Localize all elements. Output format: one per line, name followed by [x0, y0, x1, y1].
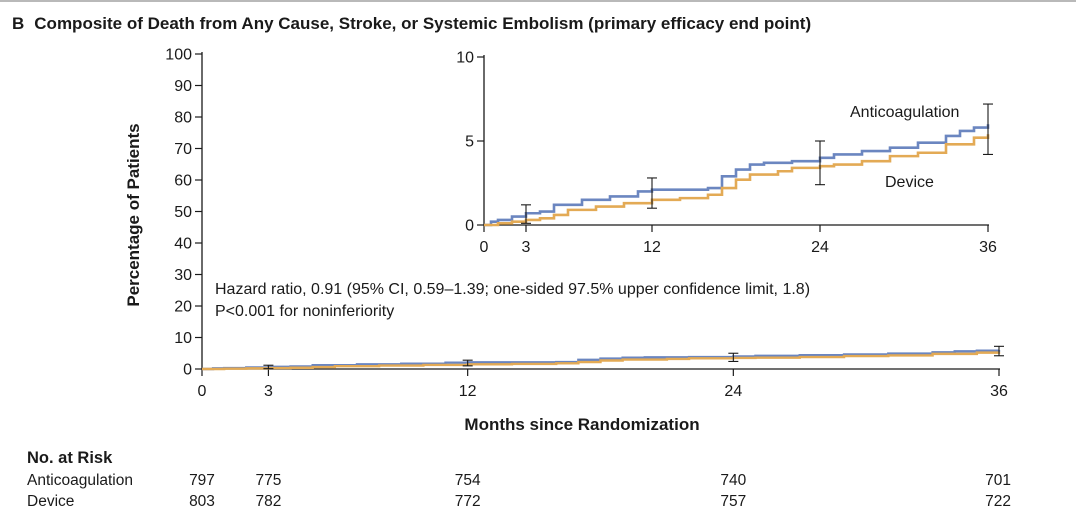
inset-label-anticoagulation: Anticoagulation	[850, 104, 959, 121]
inset-x-tick-label: 24	[811, 239, 829, 256]
main-error-bar	[728, 352, 739, 362]
inset-x-tick-label: 3	[522, 239, 531, 256]
inset-error-bar	[983, 103, 993, 155]
main-plot	[202, 345, 1004, 371]
main-error-bar	[462, 359, 473, 367]
risk-row-label: Device	[27, 493, 75, 510]
inset-x-tick-label: 12	[643, 239, 661, 256]
inset-x-tick-label: 36	[979, 239, 997, 256]
figure-title: B Composite of Death from Any Cause, Stro…	[12, 14, 811, 34]
main-line-anticoagulation	[202, 349, 1001, 371]
main-y-tick-label: 60	[174, 173, 192, 190]
main-y-tick-label: 20	[174, 299, 192, 316]
x-axis-label: Months since Randomization	[464, 415, 699, 434]
main-x-tick-label: 36	[990, 383, 1008, 400]
inset-line-device	[484, 134, 990, 227]
risk-cell: 701	[985, 472, 1011, 489]
main-line-device	[202, 351, 1001, 371]
risk-cell: 754	[454, 472, 481, 489]
main-y-tick-label: 30	[174, 267, 192, 284]
risk-row-label: Anticoagulation	[27, 472, 133, 489]
main-y-tick-label: 90	[174, 78, 192, 95]
risk-cell: 775	[255, 472, 282, 489]
inset-y-tick-label: 0	[465, 218, 474, 235]
main-x-tick-label: 24	[724, 383, 742, 400]
inset-error-bar	[815, 140, 825, 186]
risk-cell: 797	[189, 472, 215, 489]
top-rule	[0, 0, 1076, 2]
title-text: Composite of Death from Any Cause, Strok…	[34, 14, 812, 33]
hazard-ratio-text: Hazard ratio, 0.91 (95% CI, 0.59–1.39; o…	[215, 281, 810, 298]
risk-cell: 782	[255, 493, 282, 510]
risk-cell: 803	[189, 493, 215, 510]
risk-cell: 772	[454, 493, 481, 510]
main-y-tick-label: 100	[165, 47, 192, 64]
main-y-tick-label: 40	[174, 236, 192, 253]
inset-y-tick-label: 10	[456, 50, 474, 67]
main-y-tick-label: 10	[174, 330, 192, 347]
inset-error-bar	[647, 177, 657, 209]
main-y-tick-label: 80	[174, 110, 192, 127]
main-x-tick-label: 0	[198, 383, 207, 400]
y-axis-label: Percentage of Patients	[124, 123, 143, 306]
p-value-text: P<0.001 for noninferiority	[215, 303, 394, 320]
main-error-bar	[994, 345, 1004, 357]
panel-letter: B	[12, 14, 25, 33]
risk-cell: 722	[985, 493, 1011, 510]
main-x-tick-label: 12	[459, 383, 477, 400]
main-error-bar	[263, 364, 274, 370]
inset-x-tick-label: 0	[480, 239, 489, 256]
main-y-tick-label: 70	[174, 141, 192, 158]
inset-plot	[484, 103, 993, 227]
inset-label-device: Device	[885, 174, 934, 191]
risk-cell: 757	[720, 493, 747, 510]
risk-cell: 740	[720, 472, 747, 489]
risk-table-header: No. at Risk	[27, 449, 113, 467]
inset-line-anticoagulation	[484, 124, 990, 227]
main-x-tick-label: 3	[264, 383, 273, 400]
inset-y-tick-label: 5	[465, 134, 474, 151]
main-y-tick-label: 50	[174, 204, 192, 221]
inset-axes: 0 5 10 0 3 12 24 36	[456, 50, 997, 257]
main-y-tick-label: 0	[183, 362, 192, 379]
inset-error-bar	[521, 204, 531, 224]
